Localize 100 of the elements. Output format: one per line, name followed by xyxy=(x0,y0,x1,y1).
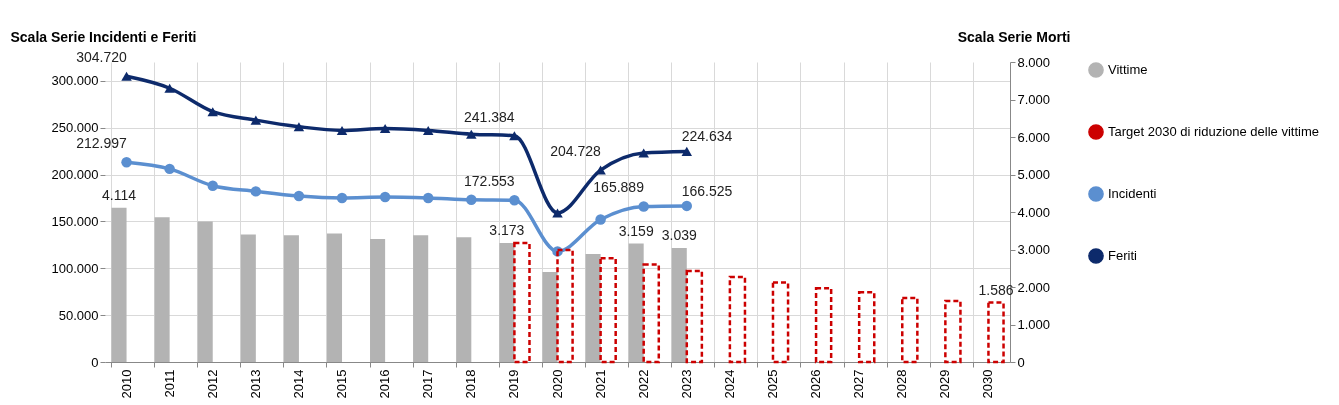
bar xyxy=(728,275,747,364)
y2-tick-label: 2.000 xyxy=(1017,279,1051,295)
bar xyxy=(513,241,531,364)
bar xyxy=(944,299,962,364)
bar xyxy=(154,217,170,362)
bar xyxy=(685,269,704,364)
y2-tick-label: 5.000 xyxy=(1017,167,1051,182)
x-tick-label: 2030 xyxy=(980,369,996,399)
bar xyxy=(542,272,558,362)
bar xyxy=(556,248,574,364)
point xyxy=(552,208,563,218)
data-label: 165.889 xyxy=(593,179,645,196)
x-tick-label: 2020 xyxy=(549,369,565,399)
point xyxy=(250,186,262,197)
bar xyxy=(771,281,790,364)
point xyxy=(207,107,218,117)
data-label: 4.114 xyxy=(102,186,137,203)
data-label: 212.997 xyxy=(76,135,127,152)
bar xyxy=(901,296,919,364)
bar xyxy=(413,235,429,362)
point xyxy=(336,125,348,135)
point xyxy=(638,201,649,212)
x-tick-label: 2015 xyxy=(334,369,350,399)
x-tick-label: 2027 xyxy=(851,369,867,399)
point xyxy=(293,122,305,132)
data-label: 304.720 xyxy=(76,49,127,66)
x-tick-label: 2010 xyxy=(118,369,134,399)
point xyxy=(164,83,175,93)
bar xyxy=(499,243,515,362)
bar xyxy=(599,256,617,364)
x-tick-label: 2028 xyxy=(894,369,910,399)
y2-tick-label: 6.000 xyxy=(1017,129,1051,145)
data-label: 3.039 xyxy=(661,227,697,244)
point xyxy=(681,200,693,212)
x-tick-label: 2018 xyxy=(463,369,479,399)
y2-tick-label: 4.000 xyxy=(1017,204,1051,220)
legend-label: Incidenti xyxy=(1108,186,1157,201)
x-tick-label: 2014 xyxy=(290,369,306,399)
bar xyxy=(370,239,386,362)
y-tick-label: 250.000 xyxy=(51,120,99,136)
point xyxy=(509,131,520,141)
y-tick-label: 200.000 xyxy=(51,167,99,182)
point xyxy=(595,214,606,225)
data-label: 224.634 xyxy=(681,128,733,145)
bar xyxy=(283,235,299,362)
data-label: 1.586 xyxy=(978,281,1014,298)
bar xyxy=(197,221,213,362)
y2-tick-label: 1.000 xyxy=(1017,317,1051,332)
y2-tick-label: 7.000 xyxy=(1017,92,1051,107)
x-tick-label: 2019 xyxy=(506,369,522,399)
bar xyxy=(857,291,876,364)
point xyxy=(293,190,305,202)
y-axis-title: Scala Serie Incidenti e Feriti xyxy=(10,28,197,45)
point xyxy=(422,192,434,204)
bar xyxy=(642,263,661,364)
bar xyxy=(814,286,833,364)
legend-label: Vittime xyxy=(1108,62,1148,77)
bar xyxy=(111,207,127,362)
data-label: 3.173 xyxy=(489,222,525,239)
y-tick-label: 150.000 xyxy=(51,213,99,229)
bar xyxy=(987,301,1005,364)
bar xyxy=(628,243,644,362)
y2-tick-label: 3.000 xyxy=(1017,242,1051,257)
y2-tick-label: 8.000 xyxy=(1017,54,1051,70)
y-tick-label: 50.000 xyxy=(58,307,99,323)
data-label: 172.553 xyxy=(464,173,515,190)
point xyxy=(336,192,348,204)
x-tick-label: 2022 xyxy=(635,369,651,399)
x-tick-label: 2011 xyxy=(161,369,177,398)
x-tick-label: 2013 xyxy=(247,369,263,399)
x-tick-label: 2025 xyxy=(764,369,780,399)
y-tick-label: 100.000 xyxy=(51,260,99,276)
bar xyxy=(585,254,601,362)
point xyxy=(164,163,175,175)
point xyxy=(121,157,132,168)
bar xyxy=(326,233,343,362)
point xyxy=(207,180,218,191)
x-tick-label: 2016 xyxy=(377,369,393,399)
y-tick-label: 0 xyxy=(91,354,99,370)
y-tick-label: 300.000 xyxy=(51,73,99,89)
x-tick-label: 2012 xyxy=(204,369,220,399)
bar xyxy=(456,237,472,362)
y2-axis-title: Scala Serie Morti xyxy=(957,28,1071,45)
point xyxy=(379,191,391,203)
data-label: 241.384 xyxy=(464,108,515,125)
data-label: 166.525 xyxy=(681,182,733,199)
y2-tick-label: 0 xyxy=(1017,354,1025,370)
bar xyxy=(240,234,256,362)
point xyxy=(422,125,434,135)
data-label: 3.159 xyxy=(618,222,654,239)
legend-label: Target 2030 di riduzione delle vittime xyxy=(1108,124,1320,139)
point xyxy=(509,195,520,206)
x-tick-label: 2026 xyxy=(808,369,824,399)
point xyxy=(121,71,132,81)
point xyxy=(250,115,262,125)
point xyxy=(681,146,693,156)
x-tick-label: 2024 xyxy=(721,369,737,399)
x-tick-label: 2021 xyxy=(592,369,608,399)
point xyxy=(466,194,477,206)
x-tick-label: 2017 xyxy=(420,369,436,399)
